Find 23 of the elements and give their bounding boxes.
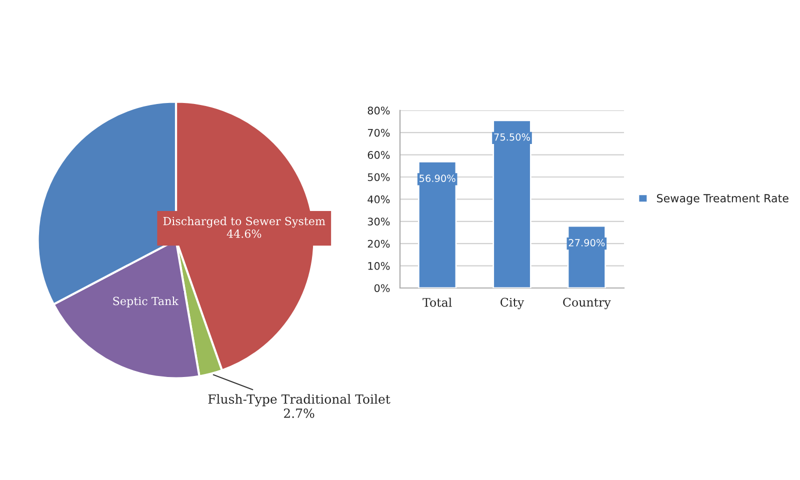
slice-label: Discharged to Sewer System (163, 216, 326, 228)
text: 75.50% (494, 133, 530, 141)
x-tick-label: Country (563, 298, 611, 310)
y-tick-label: 30% (368, 218, 390, 226)
y-tick-label: 70% (368, 128, 390, 137)
legend-label: Sewage Treatment Rate (656, 194, 788, 205)
bar (418, 160, 457, 288)
y-tick-label: 10% (368, 262, 390, 270)
y-tick-label: 50% (368, 173, 390, 182)
data-label: 44.6% (226, 229, 262, 238)
bar (492, 120, 532, 288)
y-tick-label: 60% (368, 151, 390, 159)
y-tick-label: 40% (368, 195, 390, 204)
y-tick-label: 0% (374, 284, 390, 292)
x-tick-label: Total (422, 298, 452, 307)
data-label: 2.7% (284, 408, 314, 418)
slice-label: Septic Tank (113, 296, 179, 308)
text: 27.90% (568, 239, 605, 246)
text: 56.90% (420, 174, 456, 182)
slice-label: Flush-Type Traditional Toilet (208, 394, 390, 406)
x-tick-label: City (500, 298, 524, 310)
y-tick-label: 80% (368, 106, 390, 115)
y-tick-label: 20% (368, 240, 390, 248)
